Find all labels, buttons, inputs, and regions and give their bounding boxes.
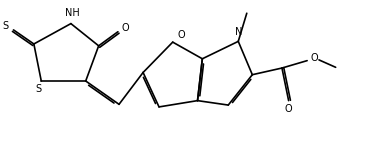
- Text: O: O: [285, 104, 293, 114]
- Text: O: O: [121, 23, 129, 33]
- Text: S: S: [2, 21, 8, 31]
- Text: O: O: [177, 30, 185, 40]
- Text: O: O: [311, 53, 318, 63]
- Text: NH: NH: [65, 8, 80, 18]
- Text: S: S: [35, 84, 41, 94]
- Text: N: N: [235, 27, 242, 37]
